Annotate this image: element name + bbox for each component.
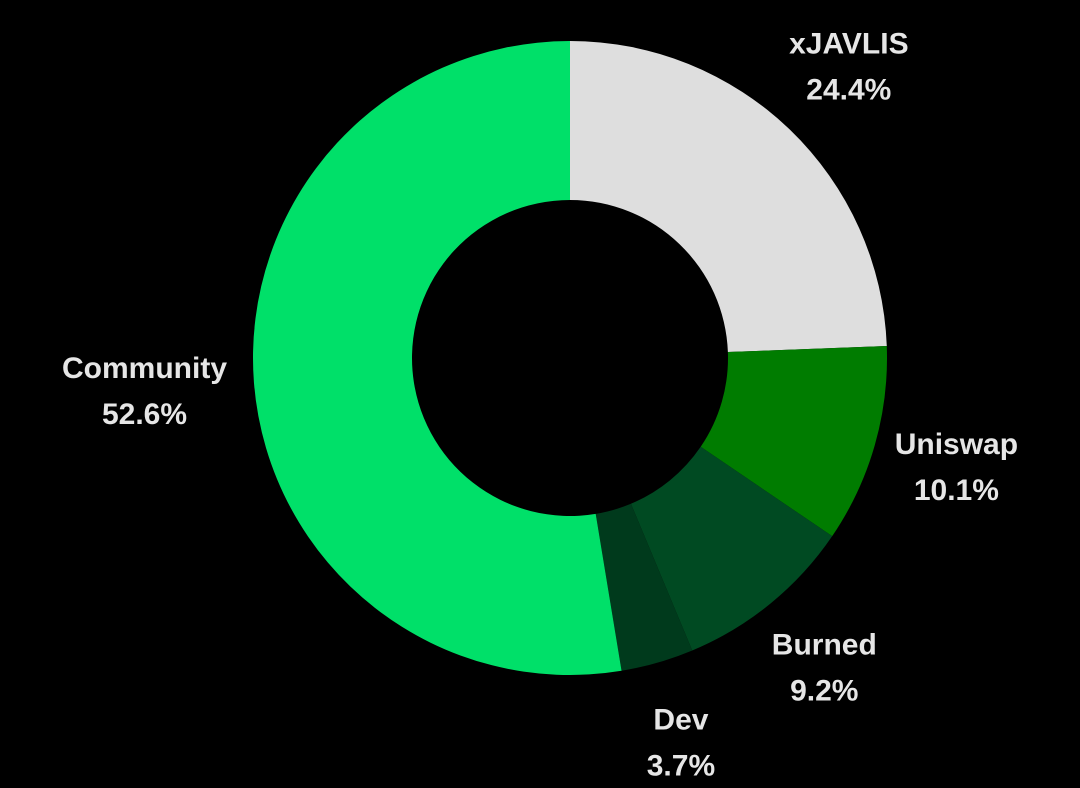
slice-label: Dev [653, 703, 708, 736]
value-label: 52.6% [102, 398, 187, 431]
value-label: 3.7% [647, 749, 715, 782]
value-label: 24.4% [806, 73, 891, 106]
slice-label: xJAVLIS [789, 27, 909, 60]
donut-slice [595, 503, 693, 671]
donut-slice [700, 346, 887, 537]
donut-slice [570, 41, 887, 353]
value-label: 10.1% [914, 474, 999, 507]
value-label: 9.2% [790, 674, 858, 707]
donut-slice [253, 41, 622, 675]
donut-slice [630, 446, 833, 651]
slice-label: Uniswap [895, 428, 1018, 461]
slice-label: Burned [772, 628, 877, 661]
slice-label: Community [62, 352, 227, 385]
